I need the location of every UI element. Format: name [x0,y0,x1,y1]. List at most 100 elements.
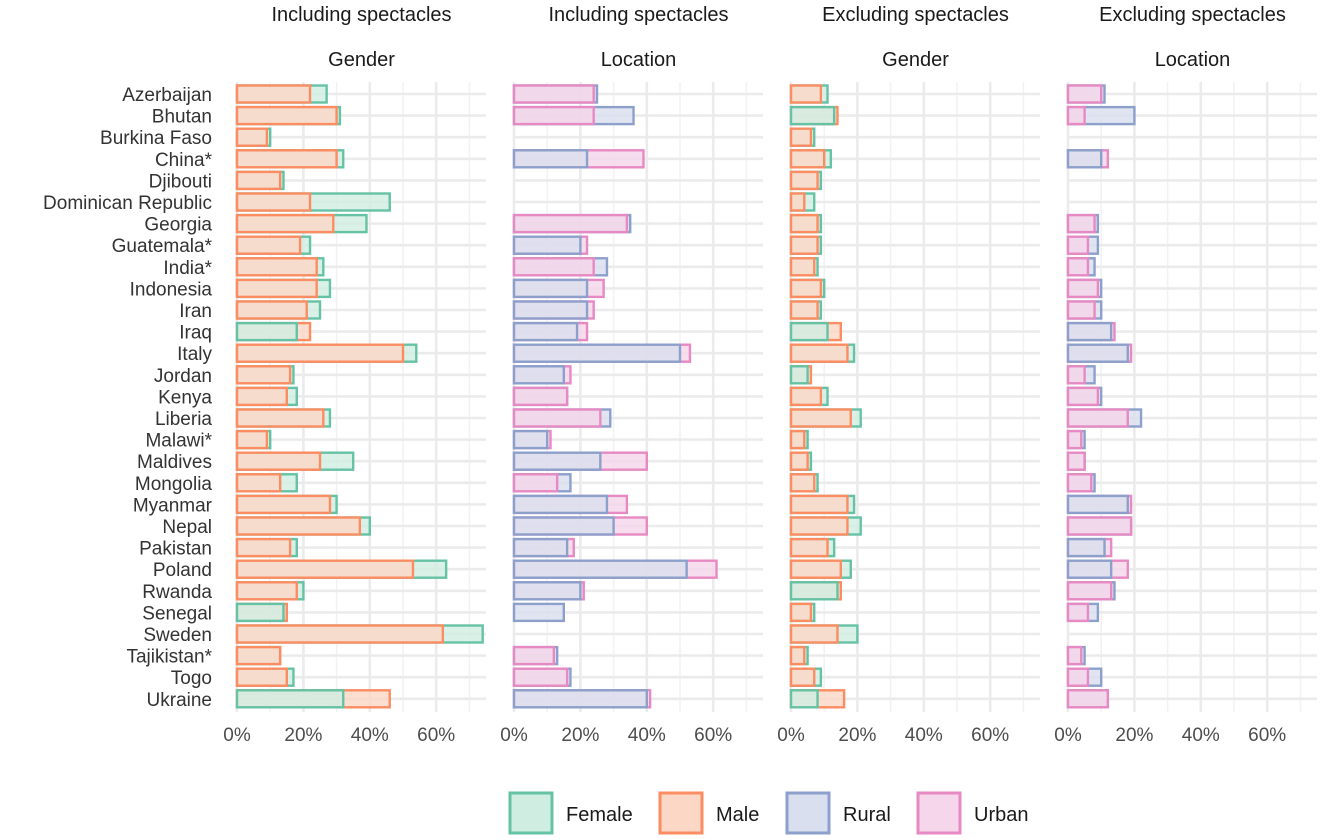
country-label: Poland [153,560,212,581]
legend-key-urban [916,791,962,835]
bar-male [235,105,338,126]
panel-2: Including spectacles Location 0% 20% 40% 60% [500,4,763,746]
country-label: Jordan [154,366,212,387]
country-label: Mongolia [135,474,213,495]
bar-rural [512,494,609,515]
bar-male [789,149,826,169]
country-label: Rwanda [142,582,212,603]
panel-bars [789,84,862,709]
x-tick-label: 40% [351,725,389,746]
panel-subtitle: Gender [328,49,395,71]
bar-rural [512,559,688,579]
country-label: Pakistan [139,539,212,560]
country-label: Myanmar [133,495,213,516]
bar-female [235,689,345,709]
x-tick-label: 0% [223,725,251,746]
bar-urban [512,213,629,234]
bar-male [235,494,332,515]
country-label: Burkina Faso [100,128,212,149]
bar-urban [512,84,595,104]
bar-male [235,516,362,536]
country-label: Djibouti [149,171,212,192]
panel-grid [1066,82,1317,712]
legend-key-male [658,791,704,835]
bar-urban [1066,365,1086,385]
bar-male [235,343,405,363]
bar-male [235,408,325,428]
bar-male [789,451,809,471]
bar-rural [512,516,615,536]
bar-rural [512,278,589,299]
bar-urban [512,257,595,277]
bar-urban [1066,386,1100,407]
bar-rural [1066,149,1103,169]
bar-rural [512,149,589,169]
bar-male [235,170,282,191]
bar-female [789,365,809,385]
bar-male [789,645,806,666]
bar-urban [1066,235,1090,255]
panel-title: Including spectacles [271,4,451,26]
country-label: Azerbaijan [122,85,212,106]
x-tick-label: 60% [971,725,1009,746]
bar-male [235,429,269,450]
bar-male [235,559,415,579]
bar-rural [512,321,579,342]
legend-label-female: Female [566,804,633,826]
country-label: Tajikistan* [126,647,212,668]
country-label: Nepal [162,517,212,538]
x-tick-label: 20% [838,725,876,746]
bar-male [235,84,312,104]
bar-male [789,559,842,579]
x-tick-label: 40% [628,725,666,746]
bar-urban [1066,408,1129,428]
bar-male [789,408,852,428]
bar-rural [512,343,682,363]
legend-label-urban: Urban [974,804,1028,826]
x-tick-label: 0% [1054,725,1082,746]
panel-1: Including spectacles Gender 0% 20% 40% 60% [223,4,486,746]
bar-urban [1066,581,1113,601]
bar-rural [512,300,589,320]
bar-urban [512,667,569,687]
bar-urban [1066,602,1090,623]
bar-rural [1066,559,1113,579]
country-label: Iran [179,301,212,322]
bar-urban [1066,516,1133,536]
country-label: Iraq [179,323,212,344]
bar-rural [512,689,649,709]
bar-male [235,127,269,147]
bar-male [789,537,829,558]
bar-male [235,624,445,644]
x-tick-label: 20% [284,725,322,746]
country-label: Ukraine [147,690,212,711]
legend: Female Male Rural Urban [508,791,1028,835]
panel-title: Excluding spectacles [822,4,1009,26]
bar-male [235,451,322,471]
bar-female [235,602,285,623]
bar-male [789,192,806,212]
bar-rural [1066,537,1106,558]
bar-urban [1066,300,1096,320]
panel-bars [1066,84,1143,709]
bar-rural [1066,494,1129,515]
legend-key-female [508,791,554,835]
bar-male [235,581,298,601]
panel-4: Excluding spectacles Location 0% 20% 40% 60% [1054,4,1317,746]
panel-title: Including spectacles [548,4,728,26]
bar-male [235,473,282,493]
bar-male [235,278,318,299]
bar-urban [1066,667,1090,687]
bar-male [789,516,849,536]
bar-male [789,213,819,234]
bar-male [235,667,288,687]
bar-male [789,386,823,407]
bar-male [789,300,819,320]
country-label: Liberia [155,409,212,430]
bar-rural [1066,321,1113,342]
bar-male [789,667,816,687]
x-tick-label: 0% [777,725,805,746]
bar-male [789,257,816,277]
bar-male [789,235,819,255]
